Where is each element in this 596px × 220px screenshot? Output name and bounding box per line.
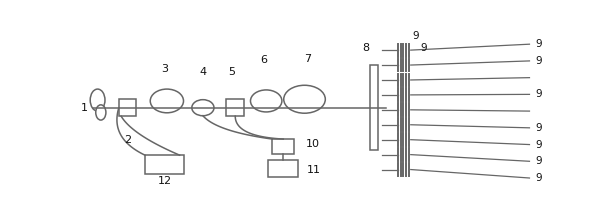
Text: 9: 9 <box>420 43 427 53</box>
Ellipse shape <box>192 100 214 116</box>
Text: 9: 9 <box>535 56 542 66</box>
Text: 12: 12 <box>157 176 172 186</box>
Ellipse shape <box>96 105 106 120</box>
FancyBboxPatch shape <box>370 65 378 150</box>
Text: 3: 3 <box>161 64 168 74</box>
Text: 4: 4 <box>199 67 206 77</box>
FancyBboxPatch shape <box>268 160 298 177</box>
Text: 10: 10 <box>305 139 319 149</box>
Text: 8: 8 <box>362 43 369 53</box>
Text: 9: 9 <box>535 156 542 166</box>
FancyBboxPatch shape <box>226 99 244 116</box>
Text: 1: 1 <box>81 103 88 113</box>
Text: 9: 9 <box>535 139 542 150</box>
FancyBboxPatch shape <box>119 99 136 116</box>
Text: 9: 9 <box>535 39 542 49</box>
Text: 11: 11 <box>307 165 321 175</box>
Text: 9: 9 <box>412 31 419 41</box>
Ellipse shape <box>284 85 325 113</box>
Text: 7: 7 <box>304 54 311 64</box>
Ellipse shape <box>90 89 105 111</box>
Text: 2: 2 <box>124 135 131 145</box>
Text: 9: 9 <box>535 123 542 133</box>
Ellipse shape <box>250 90 282 112</box>
Text: 5: 5 <box>228 67 235 77</box>
Text: 9: 9 <box>535 89 542 99</box>
Text: 6: 6 <box>260 55 268 65</box>
FancyBboxPatch shape <box>145 155 184 174</box>
FancyBboxPatch shape <box>272 139 294 154</box>
Text: 9: 9 <box>535 173 542 183</box>
Ellipse shape <box>150 89 184 113</box>
